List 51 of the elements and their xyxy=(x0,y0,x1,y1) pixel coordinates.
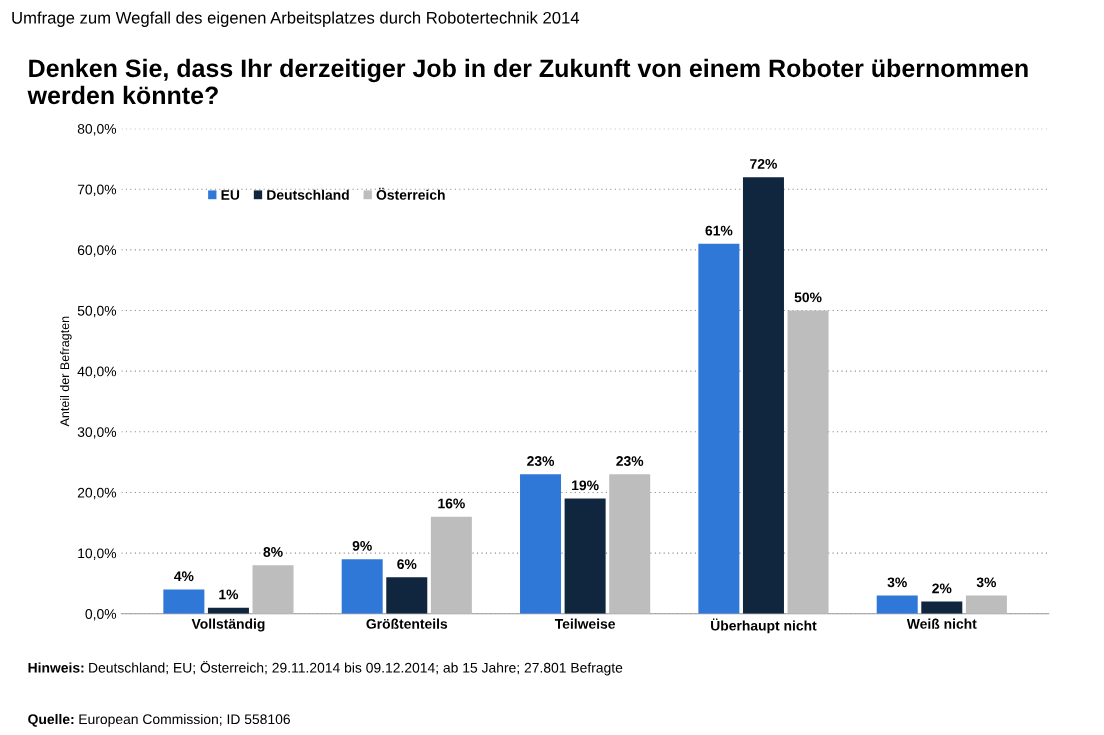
y-tick-label: 30,0% xyxy=(77,427,117,439)
bar xyxy=(742,177,784,614)
source-note: Quelle: European Commission; ID 558106 xyxy=(28,713,290,727)
y-tick-label: 10,0% xyxy=(78,548,117,560)
data-label: 23% xyxy=(616,456,644,466)
y-tick-label: 0,0% xyxy=(85,609,117,621)
bar xyxy=(876,595,918,614)
data-label: 8% xyxy=(263,547,283,557)
bar xyxy=(564,498,606,614)
data-label: 9% xyxy=(352,541,372,551)
bar xyxy=(252,565,294,614)
data-label: 4% xyxy=(174,571,194,582)
bar xyxy=(430,516,472,614)
data-label: 50% xyxy=(794,292,822,303)
data-label: 19% xyxy=(572,480,599,491)
data-label: 23% xyxy=(527,456,555,466)
x-tick-label: Weiß nicht xyxy=(906,618,977,629)
x-tick-label: Größtenteils xyxy=(366,618,448,629)
y-tick-label: 40,0% xyxy=(77,366,117,378)
x-tick-label: Vollständig xyxy=(191,618,265,632)
bar xyxy=(609,474,651,614)
chart-subtitle: Umfrage zum Wegfall des eigenen Arbeitsplatzes durch Robotertechnik 2014 xyxy=(12,11,580,27)
x-tick-label: Überhaupt nicht xyxy=(711,618,817,634)
y-tick-label: 50,0% xyxy=(77,305,117,318)
y-tick-label: 20,0% xyxy=(77,487,117,500)
y-tick-label: 70,0% xyxy=(77,184,117,197)
bar xyxy=(520,474,562,614)
data-label: 3% xyxy=(887,577,907,588)
legend-label: Deutschland xyxy=(267,189,349,200)
bar xyxy=(163,589,205,614)
bar xyxy=(965,595,1007,614)
y-tick-label: 80,0% xyxy=(77,123,117,136)
data-label: 2% xyxy=(932,583,952,594)
data-label: 3% xyxy=(976,577,997,588)
legend-label: EU xyxy=(221,190,240,200)
data-label: 72% xyxy=(750,159,777,169)
bar xyxy=(921,601,963,614)
bar xyxy=(787,310,829,614)
x-tick-label: Teilweise xyxy=(554,618,616,629)
legend-label: Österreich xyxy=(376,187,445,200)
y-axis-title: Anteil der Befragten xyxy=(59,316,72,427)
data-label: 1% xyxy=(219,589,239,600)
chart-title: Denken Sie, dass Ihr derzeitiger Job in der Zukunft von einem Roboter übernommen werden könnte? xyxy=(27,58,1028,105)
bar xyxy=(341,559,383,614)
text: Hinweis: Deutschland; EU; Österreich; 29.11.2014 bis 09.12.2014; ab 15 Jahre; 27.801 Befragte xyxy=(28,660,623,676)
bar xyxy=(386,577,428,614)
data-label: 16% xyxy=(438,498,465,509)
bar xyxy=(698,243,740,614)
data-label: 61% xyxy=(705,225,733,236)
data-label: 6% xyxy=(397,559,417,570)
y-tick-label: 60,0% xyxy=(77,245,117,257)
